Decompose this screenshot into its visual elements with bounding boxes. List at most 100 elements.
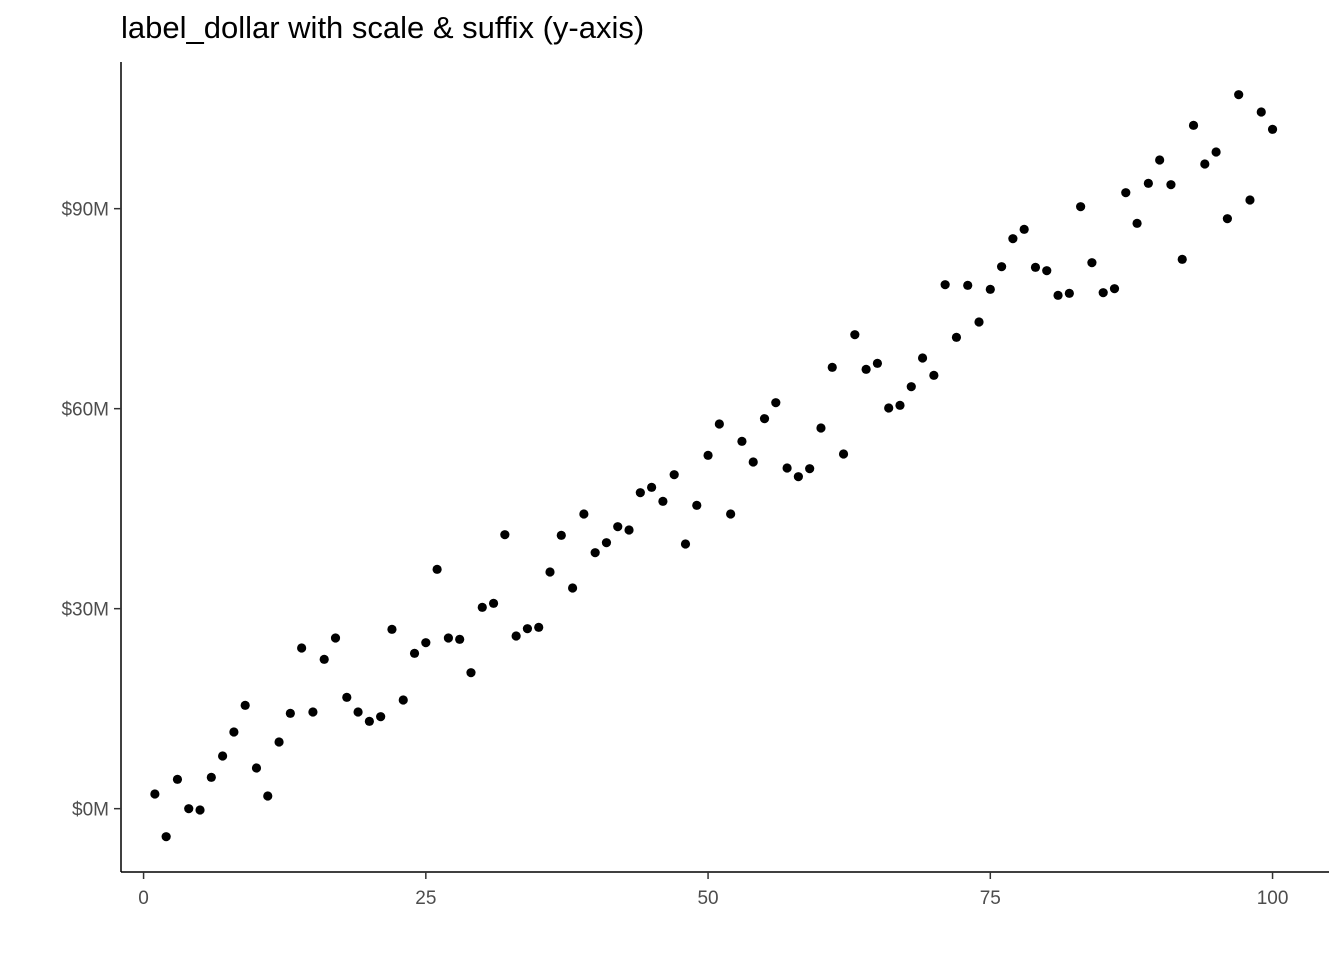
x-tick-label: 100 bbox=[1257, 888, 1289, 909]
data-point bbox=[308, 707, 318, 717]
data-point bbox=[263, 791, 273, 801]
data-point bbox=[285, 708, 295, 718]
data-point bbox=[466, 668, 476, 678]
data-point bbox=[1053, 290, 1063, 300]
data-point bbox=[861, 364, 871, 374]
data-point bbox=[1155, 155, 1165, 165]
data-point bbox=[443, 633, 454, 643]
data-point bbox=[455, 634, 465, 644]
data-point bbox=[647, 482, 657, 492]
data-point bbox=[274, 737, 284, 747]
y-tick-label: $0M bbox=[72, 800, 109, 821]
data-point bbox=[590, 548, 600, 558]
data-point bbox=[703, 450, 713, 460]
data-point bbox=[488, 598, 499, 608]
data-point bbox=[387, 624, 397, 634]
data-point bbox=[1121, 188, 1131, 198]
data-point bbox=[951, 332, 962, 342]
data-point bbox=[1245, 195, 1255, 205]
data-point bbox=[669, 470, 679, 480]
data-point bbox=[884, 403, 894, 413]
data-points bbox=[150, 90, 1278, 842]
data-point bbox=[409, 648, 420, 658]
data-point bbox=[692, 500, 702, 510]
data-point bbox=[218, 751, 228, 761]
data-point bbox=[477, 602, 487, 612]
data-point bbox=[759, 414, 770, 424]
y-axis-ticks: $0M $30M $60M $90M bbox=[61, 200, 121, 821]
data-point bbox=[1087, 258, 1097, 268]
data-point bbox=[342, 692, 352, 702]
data-point bbox=[579, 509, 589, 519]
data-point bbox=[737, 436, 747, 446]
data-point bbox=[184, 804, 194, 814]
data-point bbox=[1143, 178, 1153, 188]
data-point bbox=[1177, 254, 1187, 264]
x-tick-label: 0 bbox=[138, 888, 149, 909]
data-point bbox=[319, 654, 329, 664]
data-point bbox=[917, 353, 928, 363]
data-point bbox=[1019, 224, 1029, 234]
data-point bbox=[658, 496, 668, 506]
data-point bbox=[906, 382, 916, 392]
data-point bbox=[229, 727, 239, 737]
data-point bbox=[1234, 90, 1244, 100]
data-point bbox=[330, 633, 341, 643]
y-tick-label: $60M bbox=[61, 400, 109, 421]
data-point bbox=[421, 638, 431, 648]
data-point bbox=[1098, 288, 1108, 298]
data-point bbox=[963, 280, 973, 290]
data-point bbox=[782, 463, 792, 473]
data-point bbox=[827, 362, 837, 372]
data-point bbox=[985, 284, 995, 294]
data-point bbox=[748, 457, 758, 467]
data-point bbox=[534, 622, 544, 632]
x-axis-ticks: 0 25 50 75 100 bbox=[138, 872, 1288, 909]
data-point bbox=[567, 583, 578, 593]
chart-title: label_dollar with scale & suffix (y-axis… bbox=[121, 10, 645, 45]
data-point bbox=[714, 419, 724, 429]
data-point bbox=[624, 525, 634, 535]
data-point bbox=[726, 509, 736, 519]
data-point bbox=[522, 624, 533, 634]
data-point bbox=[1267, 124, 1278, 134]
data-point bbox=[353, 707, 363, 717]
data-point bbox=[805, 464, 815, 474]
data-point bbox=[376, 712, 386, 722]
data-point bbox=[1166, 180, 1176, 190]
data-point bbox=[680, 539, 691, 549]
data-point bbox=[1222, 214, 1232, 224]
x-tick-label: 50 bbox=[697, 888, 718, 909]
data-point bbox=[1008, 234, 1018, 244]
data-point bbox=[929, 370, 939, 380]
data-point bbox=[838, 449, 849, 459]
y-tick-label: $30M bbox=[61, 600, 109, 621]
data-point bbox=[940, 280, 950, 290]
y-tick-label: $90M bbox=[61, 200, 109, 221]
data-point bbox=[816, 423, 826, 433]
data-point bbox=[556, 530, 566, 540]
x-tick-label: 25 bbox=[415, 888, 436, 909]
data-point bbox=[996, 262, 1007, 272]
data-point bbox=[771, 398, 781, 408]
data-point bbox=[545, 567, 555, 577]
data-point bbox=[161, 832, 171, 842]
data-point bbox=[297, 643, 307, 653]
data-point bbox=[1109, 284, 1120, 294]
data-point bbox=[635, 488, 645, 498]
data-point bbox=[364, 716, 374, 726]
data-point bbox=[150, 789, 160, 799]
data-point bbox=[432, 564, 442, 574]
data-point bbox=[206, 772, 216, 782]
data-point bbox=[872, 358, 883, 368]
data-point bbox=[1076, 202, 1086, 212]
data-point bbox=[793, 472, 803, 482]
data-point bbox=[398, 695, 408, 705]
data-point bbox=[850, 330, 860, 340]
data-point bbox=[251, 763, 262, 773]
data-point bbox=[1211, 147, 1221, 157]
data-point bbox=[974, 317, 984, 327]
data-point bbox=[240, 700, 250, 710]
data-point bbox=[1188, 120, 1199, 130]
